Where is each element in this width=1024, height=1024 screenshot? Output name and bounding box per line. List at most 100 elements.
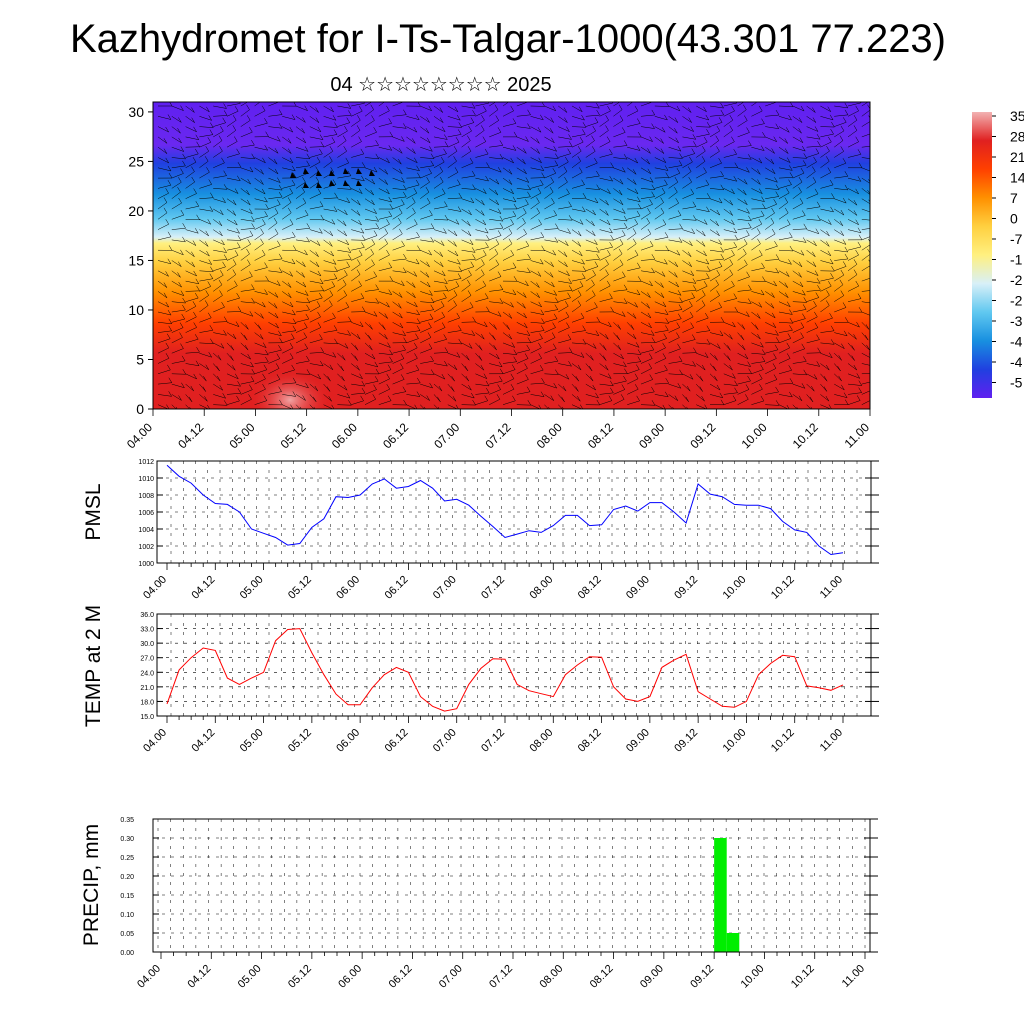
wind-barb-flag	[610, 234, 614, 241]
wind-barb	[199, 208, 213, 212]
wind-barb-flag	[192, 157, 197, 163]
wind-barb-flag	[814, 270, 819, 276]
wind-barbs	[157, 102, 870, 409]
wind-barb-flag	[319, 228, 323, 234]
wind-barb-flag	[440, 156, 445, 163]
wind-barb-flag	[317, 373, 321, 380]
wind-barb	[323, 352, 336, 358]
wind-barb	[696, 352, 709, 358]
wind-barb-flag	[660, 197, 664, 203]
precip-grid	[153, 818, 870, 953]
wind-barb	[185, 136, 199, 140]
wind-barb	[544, 191, 554, 199]
wind-barb	[199, 286, 211, 292]
wind-barb	[364, 380, 379, 385]
wind-barb-flag	[539, 333, 543, 339]
wind-barb-flag	[458, 192, 462, 199]
wind-barb	[199, 134, 213, 138]
wind-barb-flag	[733, 293, 737, 299]
wind-barb-flag	[687, 107, 692, 113]
wind-barb	[364, 322, 373, 330]
wind-barb	[806, 339, 820, 344]
wind-barb	[420, 228, 435, 230]
wind-barb	[351, 274, 361, 282]
wind-barb	[475, 177, 489, 182]
wind-barb-flag	[577, 241, 582, 247]
wind-barb-flag	[426, 197, 431, 204]
wind-barb-flag	[193, 322, 197, 328]
wind-barb-flag	[637, 262, 641, 268]
wind-barb-flag	[237, 175, 241, 181]
wind-barb	[544, 228, 559, 230]
wind-barb	[433, 383, 443, 392]
wind-barb	[668, 394, 679, 401]
wind-barb-flag	[315, 107, 319, 113]
wind-barb-flag	[786, 404, 790, 409]
wind-barb	[723, 363, 733, 371]
wind-barb	[420, 301, 435, 304]
wind-barb-flag	[292, 391, 296, 397]
wind-barb	[199, 229, 209, 237]
wind-barb	[571, 305, 581, 313]
wind-barb	[323, 394, 332, 402]
x-tick-label: 04.00	[141, 727, 169, 755]
wind-barb-flag	[417, 377, 421, 384]
wind-barb-flag	[817, 347, 821, 353]
wind-barb-flag	[313, 396, 317, 402]
wind-barb-flag	[320, 360, 324, 367]
wind-barb-flag	[831, 193, 835, 199]
wind-barb	[323, 219, 335, 225]
wind-barb	[627, 167, 637, 175]
wind-barb-flag	[343, 290, 347, 296]
wind-barb	[323, 330, 338, 333]
wind-barb-flag	[320, 214, 324, 221]
wind-barb-flag	[302, 281, 307, 288]
wind-barb-flag	[619, 238, 624, 245]
wind-barb	[847, 353, 855, 361]
wind-barb	[226, 274, 236, 282]
wind-barb-flag	[413, 271, 418, 277]
wind-barb	[627, 243, 637, 251]
wind-barb	[682, 219, 697, 221]
wind-barb-flag	[386, 188, 390, 195]
wind-barb-flag	[840, 269, 845, 276]
wind-barb	[199, 197, 214, 199]
wind-barb-flag	[373, 127, 377, 133]
wind-barb	[792, 249, 805, 256]
wind-barb-flag	[525, 240, 530, 247]
wind-barb	[627, 267, 641, 272]
wind-barb-flag	[165, 126, 169, 133]
wind-barb	[820, 330, 835, 333]
wind-barb-flag	[692, 201, 697, 207]
wind-barb-flag	[596, 109, 600, 116]
wind-barb-flag	[660, 282, 664, 288]
wind-barb	[213, 284, 223, 292]
wind-barb	[792, 270, 802, 278]
wind-barb-flag	[757, 313, 761, 319]
x-tick-label: 08.12	[576, 727, 604, 755]
wind-barb-flag	[592, 384, 596, 391]
wind-barb-flag	[278, 191, 283, 198]
wind-barb-flag	[278, 184, 283, 191]
wind-barb-flag	[305, 382, 309, 389]
wind-barb-flag	[691, 148, 695, 154]
wind-barb-flag	[467, 230, 472, 236]
wind-barb	[213, 130, 224, 138]
wind-barb-flag	[251, 368, 256, 375]
wind-barb-flag	[426, 137, 431, 143]
wind-barb-flag	[704, 352, 709, 358]
wind-barb	[364, 102, 373, 107]
wind-barb	[737, 399, 749, 405]
wind-barb	[254, 267, 268, 272]
wind-barb	[309, 280, 324, 284]
wind-barb-flag	[510, 105, 514, 111]
wind-barb-flag	[370, 189, 374, 196]
wind-barb	[682, 105, 692, 113]
wind-barb-flag	[814, 126, 819, 132]
wind-barb-flag	[522, 158, 526, 165]
wind-barb-flag	[634, 157, 638, 164]
wind-barb	[185, 161, 197, 169]
wind-barb	[751, 223, 762, 230]
